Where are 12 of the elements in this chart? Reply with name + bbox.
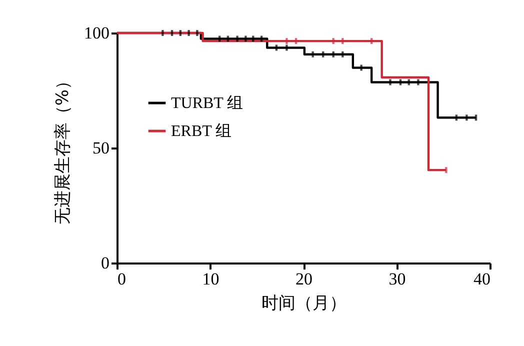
x-tick-label: 30 — [388, 270, 406, 288]
x-tick-label: 0 — [118, 270, 126, 288]
x-tick-label: 40 — [474, 270, 490, 288]
y-tick-label: 0 — [101, 254, 110, 272]
y-tick-label: 100 — [84, 24, 110, 42]
x-axis-title: 时间（月） — [262, 294, 346, 314]
y-tick-label: 50 — [92, 138, 110, 158]
legend-label: ERBT 组 — [171, 123, 232, 140]
legend-label: TURBT 组 — [171, 95, 244, 112]
y-axis-title: 无进展生存率（%） — [53, 72, 73, 225]
x-tick-label: 20 — [296, 270, 312, 288]
x-tick-label: 10 — [202, 270, 220, 288]
